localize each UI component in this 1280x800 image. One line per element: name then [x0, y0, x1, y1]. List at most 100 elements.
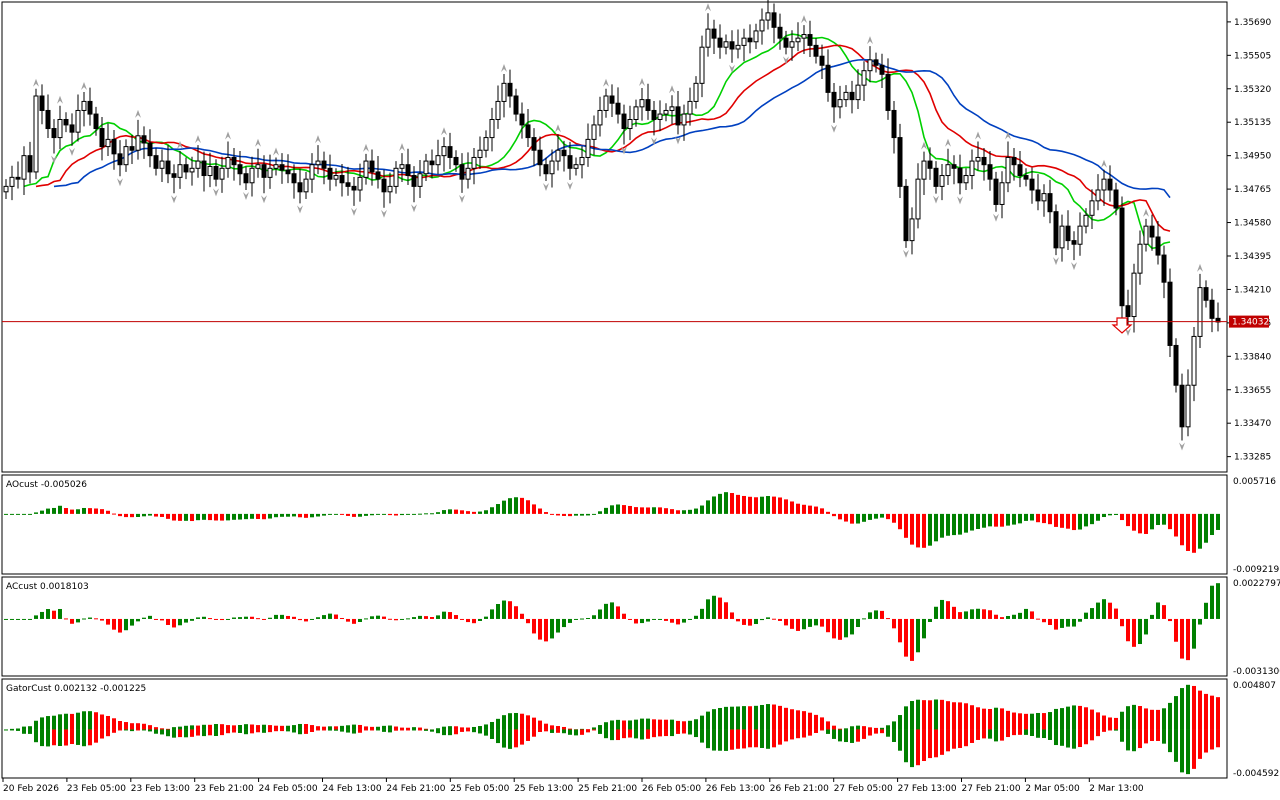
histogram-bar	[160, 618, 164, 621]
gator-upper-bar	[664, 719, 668, 730]
histogram-bar	[1126, 513, 1130, 527]
price-tick-label: 1.34210	[1234, 285, 1271, 295]
gator-lower-bar	[1114, 729, 1118, 731]
histogram-bar	[1096, 513, 1100, 521]
bear-candle	[1035, 189, 1041, 202]
gator-upper-bar	[1024, 713, 1028, 730]
histogram-bar	[418, 513, 422, 515]
gator-upper-bar	[832, 725, 836, 730]
fractal-down-icon	[621, 146, 627, 155]
fractal-down-icon	[903, 249, 909, 258]
gator-upper-bar	[736, 706, 740, 730]
bull-candle	[33, 95, 39, 173]
gator-upper-bar	[1168, 702, 1172, 730]
bear-candle	[345, 182, 351, 187]
gator-lower-bar	[724, 729, 728, 751]
histogram-bar	[304, 618, 308, 622]
ac-panel[interactable]: ACcust 0.0018103 0.0022797 -0.0031300	[1, 576, 1280, 677]
gator-upper-bar	[64, 713, 68, 730]
histogram-bar	[712, 595, 716, 619]
gator-upper-bar	[1174, 696, 1178, 730]
fractal-down-icon	[543, 182, 549, 191]
bear-candle	[1113, 189, 1119, 209]
gator-upper-bar	[958, 702, 962, 730]
gator-lower-bar	[940, 729, 944, 755]
gator-upper-bar	[1216, 697, 1220, 730]
histogram-bar	[322, 513, 326, 516]
histogram-bar	[898, 618, 902, 643]
histogram-bar	[580, 513, 584, 516]
price-panel[interactable]: 1.35690 1.35505 1.35320 1.35135 1.34950 1.347…	[1, 0, 1271, 473]
histogram-bar	[226, 618, 230, 620]
gator-upper-bar	[1072, 705, 1076, 730]
histogram-bar	[430, 513, 434, 515]
histogram-bar	[616, 504, 620, 514]
ac-title: ACcust 0.0018103	[6, 582, 89, 592]
histogram-bar	[454, 509, 458, 514]
fractal-down-icon	[729, 64, 735, 73]
histogram-bar	[286, 513, 290, 517]
fractal-down-icon	[957, 196, 963, 205]
bull-candle	[135, 135, 141, 151]
fractal-up-icon	[1197, 263, 1203, 272]
fractal-down-icon	[993, 213, 999, 222]
bear-candle	[111, 138, 117, 155]
gator-upper-bar	[1126, 706, 1130, 730]
histogram-bar	[1054, 618, 1058, 630]
histogram-bar	[1042, 513, 1046, 524]
fractal-down-icon	[351, 207, 357, 216]
histogram-bar	[790, 501, 794, 514]
gator-upper-bar	[808, 712, 812, 730]
histogram-bar	[646, 507, 650, 514]
bear-candle	[1011, 156, 1017, 166]
ao-panel[interactable]: AOcust -0.005026 0.005716 -0.009219	[1, 474, 1279, 575]
bear-candle	[339, 175, 345, 184]
histogram-bar	[1012, 513, 1016, 525]
histogram-bar	[568, 618, 572, 623]
gator-lower-bar	[1006, 729, 1010, 738]
gator-panel[interactable]: GatorCust 0.002132 -0.001225 0.004807 -0…	[1, 678, 1279, 779]
gator-lower-bar	[34, 729, 38, 743]
gator-lower-bar	[850, 729, 854, 743]
bear-candle	[897, 137, 903, 187]
fractal-up-icon	[603, 78, 609, 87]
histogram-bar	[592, 513, 596, 515]
bull-candle	[1101, 178, 1107, 191]
gator-upper-bar	[634, 719, 638, 730]
gator-lower-bar	[310, 729, 314, 733]
gator-lower-bar	[136, 729, 140, 731]
gator-upper-bar	[298, 723, 302, 730]
gator-lower-bar	[1078, 729, 1082, 748]
gator-upper-bar	[322, 726, 326, 730]
histogram-bar	[1162, 605, 1166, 619]
gator-lower-bar	[682, 729, 686, 734]
histogram-bar	[808, 505, 812, 514]
histogram-bar	[448, 509, 452, 514]
histogram-bar	[1132, 618, 1136, 647]
gator-upper-bar	[394, 726, 398, 730]
histogram-bar	[334, 614, 338, 619]
gator-lower-bar	[730, 729, 734, 750]
histogram-bar	[1054, 513, 1058, 527]
gator-upper-bar	[1012, 712, 1016, 730]
bear-candle	[27, 155, 33, 173]
histogram-bar	[658, 507, 662, 514]
gator-lower-bar	[178, 729, 182, 738]
gator-upper-bar	[370, 726, 374, 730]
bear-candle	[1107, 178, 1113, 191]
time-tick-label: 25 Feb 21:00	[578, 784, 637, 794]
histogram-bar	[712, 496, 716, 514]
fractal-up-icon	[273, 147, 279, 156]
fractal-up-icon	[921, 141, 927, 150]
gator-upper-bar	[112, 718, 116, 730]
bull-candle	[963, 175, 969, 184]
gator-lower-bar	[1036, 729, 1040, 738]
bull-candle	[549, 160, 555, 175]
histogram-bar	[514, 606, 518, 619]
gator-lower-bar	[112, 729, 116, 733]
bear-candle	[213, 166, 219, 180]
histogram-bar	[652, 618, 656, 620]
histogram-bar	[370, 513, 374, 516]
bear-candle	[87, 100, 93, 115]
